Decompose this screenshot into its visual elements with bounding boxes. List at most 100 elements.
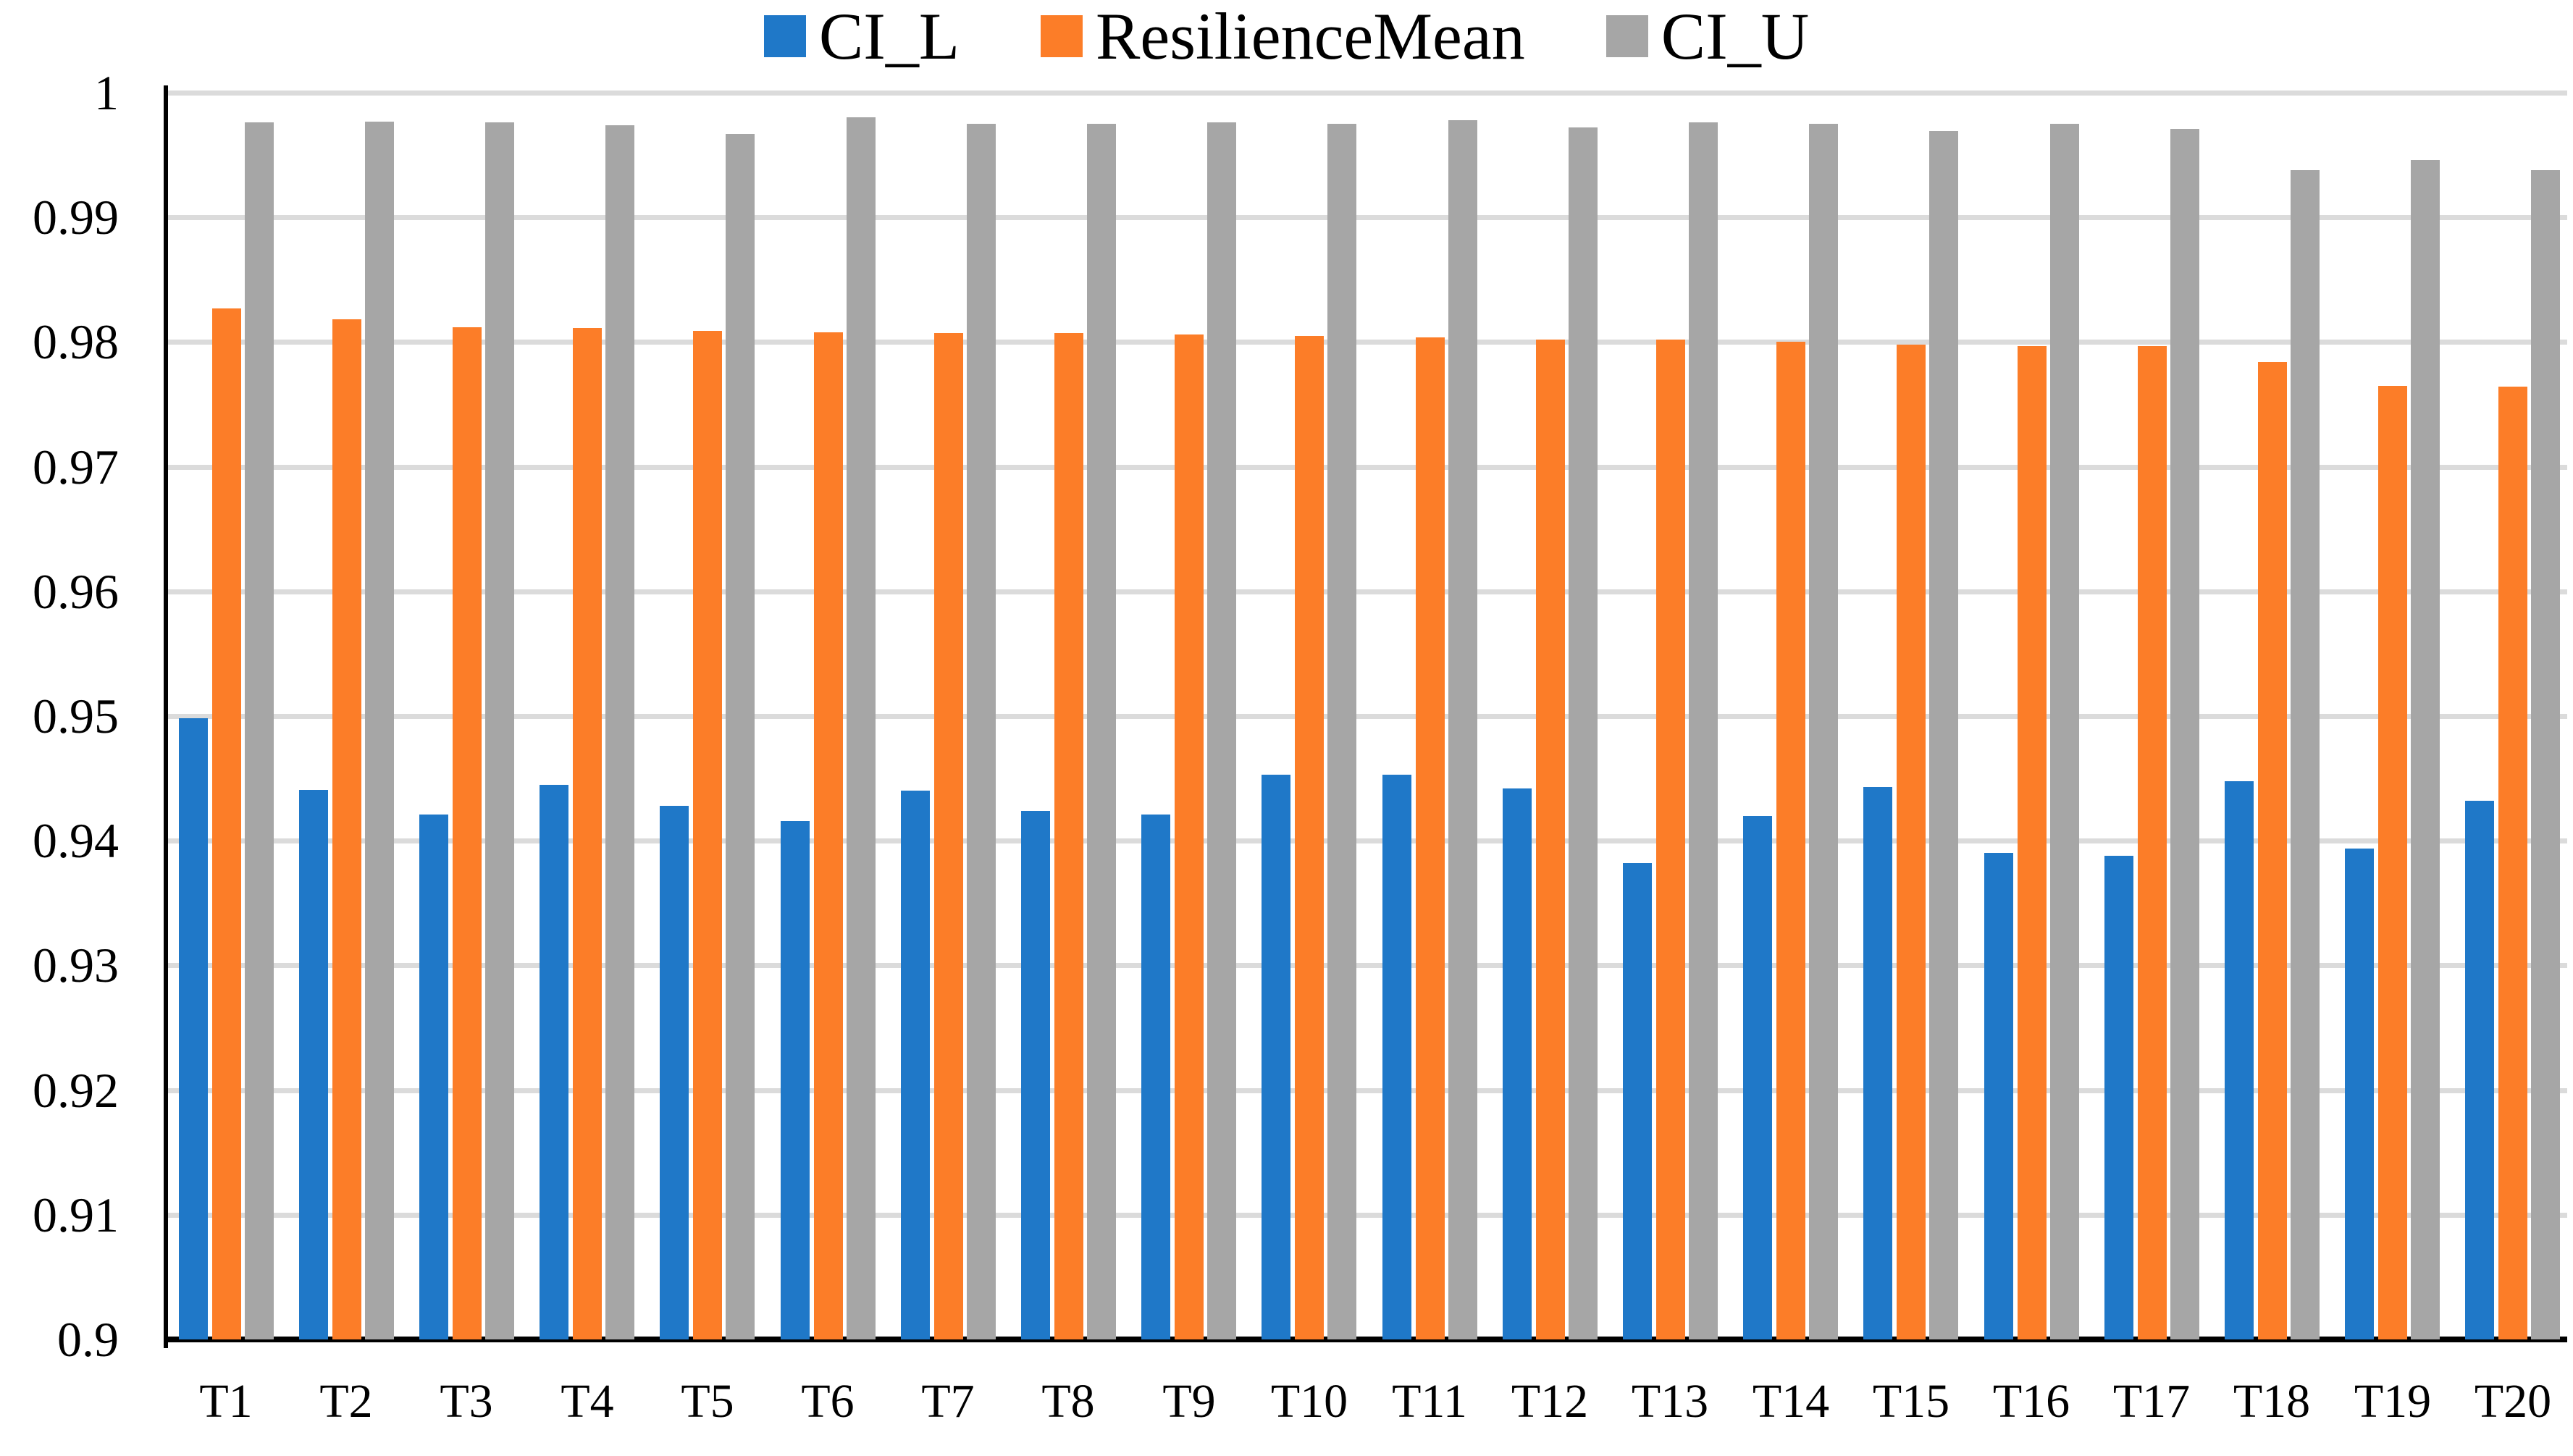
bar-T16-CI_U — [2050, 124, 2079, 1339]
bar-group-T20 — [2465, 93, 2560, 1339]
bar-T7-CI_L — [901, 791, 930, 1339]
bar-T10-CI_U — [1327, 124, 1356, 1339]
bar-T9-CI_L — [1141, 815, 1170, 1339]
x-axis-tick-T10: T10 — [1270, 1375, 1348, 1428]
bar-T17-CI_U — [2170, 129, 2199, 1339]
y-axis-tick-0.93: 0.93 — [33, 938, 119, 993]
y-axis-tick-0.98: 0.98 — [33, 314, 119, 369]
bar-group-T12 — [1503, 93, 1598, 1339]
bar-T8-CI_U — [1087, 124, 1116, 1339]
bar-T19-CI_L — [2345, 849, 2374, 1339]
bar-T15-CI_U — [1929, 131, 1958, 1339]
bar-T6-CI_U — [847, 117, 876, 1339]
bar-T18-ResilienceMean — [2258, 362, 2287, 1339]
bar-T9-ResilienceMean — [1175, 334, 1204, 1339]
bar-T20-CI_L — [2465, 801, 2494, 1339]
gridline-1 — [168, 91, 2567, 96]
bar-group-T2 — [299, 93, 394, 1339]
legend-swatch-CI_U-icon — [1605, 15, 1648, 57]
bar-T12-ResilienceMean — [1536, 340, 1565, 1339]
bar-T3-ResilienceMean — [453, 327, 482, 1339]
bar-group-T9 — [1141, 93, 1236, 1339]
bar-T11-CI_U — [1448, 120, 1477, 1339]
bar-T16-CI_L — [1984, 853, 2013, 1339]
gridline-0.94 — [168, 838, 2567, 843]
y-axis-tick-0.97: 0.97 — [33, 439, 119, 495]
bar-group-T16 — [1984, 93, 2079, 1339]
x-axis-tick-T11: T11 — [1392, 1375, 1467, 1428]
y-axis-tick-0.95: 0.95 — [33, 689, 119, 744]
x-axis-tick-T2: T2 — [319, 1375, 373, 1428]
legend-label-ResilienceMean: ResilienceMean — [1096, 0, 1525, 73]
bar-group-T13 — [1623, 93, 1718, 1339]
bar-T20-CI_U — [2531, 170, 2560, 1339]
bar-T19-CI_U — [2411, 160, 2440, 1339]
x-axis-tick-T4: T4 — [561, 1375, 614, 1428]
gridline-0.91 — [168, 1213, 2567, 1218]
bar-group-T14 — [1743, 93, 1838, 1339]
bar-T13-CI_U — [1689, 122, 1718, 1339]
y-axis-tick-0.91: 0.91 — [33, 1187, 119, 1242]
y-axis-tick-0.94: 0.94 — [33, 813, 119, 868]
bar-T4-CI_U — [605, 125, 634, 1339]
bar-T12-CI_L — [1503, 788, 1532, 1339]
bar-group-T15 — [1863, 93, 1958, 1339]
bar-T6-CI_L — [781, 821, 810, 1339]
y-axis-tick-0.96: 0.96 — [33, 564, 119, 619]
legend-label-CI_L: CI_L — [818, 0, 960, 73]
bar-T10-ResilienceMean — [1295, 336, 1324, 1339]
x-axis-tick-T12: T12 — [1511, 1375, 1589, 1428]
gridline-0.92 — [168, 1088, 2567, 1093]
bar-T5-CI_U — [726, 134, 755, 1339]
x-axis-tick-T9: T9 — [1162, 1375, 1216, 1428]
y-axis-tick-0.92: 0.92 — [33, 1063, 119, 1118]
bar-T2-CI_L — [299, 790, 328, 1339]
bar-T16-ResilienceMean — [2018, 346, 2047, 1339]
bar-T13-ResilienceMean — [1656, 340, 1685, 1339]
y-axis-tick-0.9: 0.9 — [57, 1312, 119, 1367]
y-axis-line — [164, 85, 168, 1348]
y-axis-tick-1: 1 — [94, 65, 119, 120]
bar-T14-CI_U — [1809, 124, 1838, 1339]
bar-T1-CI_U — [245, 122, 274, 1339]
bar-T13-CI_L — [1623, 863, 1652, 1339]
bar-T18-CI_U — [2291, 170, 2320, 1339]
bar-T4-CI_L — [540, 785, 568, 1339]
bar-T2-CI_U — [365, 122, 394, 1339]
bar-T11-CI_L — [1382, 775, 1411, 1339]
x-axis-tick-T17: T17 — [2112, 1375, 2191, 1428]
bar-T9-CI_U — [1207, 122, 1236, 1339]
x-axis-tick-T3: T3 — [440, 1375, 493, 1428]
bar-group-T3 — [419, 93, 514, 1339]
x-axis-tick-T5: T5 — [681, 1375, 734, 1428]
x-axis-tick-T20: T20 — [2474, 1375, 2552, 1428]
bar-group-T1 — [179, 93, 274, 1339]
bar-T20-ResilienceMean — [2498, 387, 2527, 1339]
x-axis-tick-T7: T7 — [921, 1375, 975, 1428]
x-axis-line — [164, 1337, 2567, 1342]
legend: CI_L ResilienceMean CI_U — [0, 3, 2573, 70]
gridline-0.93 — [168, 963, 2567, 968]
x-axis-tick-T1: T1 — [199, 1375, 253, 1428]
bar-T17-ResilienceMean — [2138, 346, 2167, 1339]
bar-group-T6 — [781, 93, 876, 1339]
bar-T19-ResilienceMean — [2378, 386, 2407, 1339]
x-axis-tick-T14: T14 — [1752, 1375, 1830, 1428]
bar-T15-ResilienceMean — [1897, 345, 1926, 1339]
gridline-0.99 — [168, 215, 2567, 220]
bar-T12-CI_U — [1569, 127, 1598, 1339]
bar-T7-ResilienceMean — [934, 333, 963, 1339]
bar-group-T8 — [1021, 93, 1116, 1339]
bar-group-T19 — [2345, 93, 2440, 1339]
bar-T3-CI_U — [485, 122, 514, 1339]
y-axis-tick-0.99: 0.99 — [33, 190, 119, 245]
x-axis-tick-T8: T8 — [1041, 1375, 1095, 1428]
legend-label-CI_U: CI_U — [1661, 0, 1810, 73]
bar-T18-CI_L — [2225, 781, 2254, 1339]
bar-group-T4 — [540, 93, 634, 1339]
gridline-0.95 — [168, 714, 2567, 719]
bar-T15-CI_L — [1863, 787, 1892, 1339]
bar-T17-CI_L — [2104, 856, 2133, 1339]
legend-item-CI_L: CI_L — [763, 0, 960, 73]
